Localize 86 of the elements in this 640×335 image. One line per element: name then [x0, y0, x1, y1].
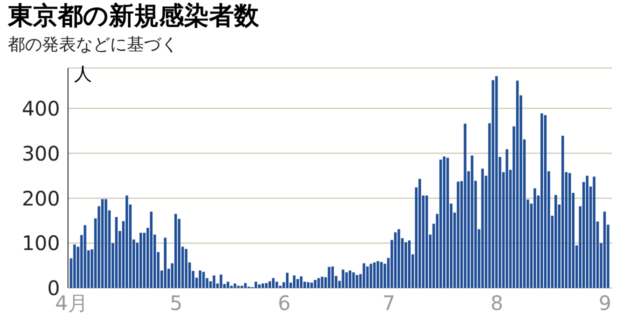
bar	[408, 240, 411, 288]
bar	[184, 248, 188, 288]
x-tick-label: 9	[598, 291, 612, 316]
bar	[356, 274, 358, 288]
bar	[317, 278, 320, 288]
bar	[268, 281, 272, 288]
bar	[212, 275, 216, 288]
bar	[418, 178, 422, 288]
bar	[404, 242, 408, 288]
bar	[442, 156, 446, 288]
bar	[220, 274, 222, 288]
bar	[470, 156, 474, 288]
bar	[306, 282, 310, 288]
bar	[73, 244, 76, 288]
bar	[226, 282, 230, 288]
bar	[554, 195, 558, 288]
bar	[495, 76, 498, 288]
bar	[328, 266, 330, 288]
bar	[292, 275, 296, 288]
bar	[373, 262, 376, 288]
bar	[139, 232, 142, 288]
bar	[275, 282, 278, 288]
x-tick-label: 6	[278, 291, 291, 316]
bar	[272, 278, 275, 288]
bar	[234, 284, 236, 288]
bar	[174, 214, 177, 288]
bar	[603, 212, 606, 288]
bar	[352, 272, 355, 288]
bar	[265, 283, 268, 288]
bar	[516, 80, 519, 288]
bar	[376, 261, 380, 288]
y-tick-label: 400	[22, 96, 60, 121]
bar	[592, 176, 596, 288]
bar	[370, 264, 372, 288]
chart-subtitle: 都の発表などに基づく	[8, 34, 179, 56]
bar	[296, 279, 300, 288]
bar	[198, 270, 202, 288]
bar	[331, 266, 334, 288]
bar	[534, 188, 536, 288]
bar	[101, 199, 104, 288]
bar	[310, 282, 313, 288]
bar	[366, 266, 369, 288]
bar	[446, 158, 449, 288]
bar	[314, 280, 316, 288]
bar	[492, 80, 494, 288]
bar	[244, 283, 247, 288]
bar	[286, 272, 289, 288]
bar	[150, 212, 153, 288]
y-tick-label: 200	[22, 186, 60, 210]
bar	[506, 149, 508, 288]
bar	[464, 124, 466, 288]
bar	[456, 182, 460, 288]
bar	[540, 113, 544, 288]
bar	[544, 115, 547, 288]
bar	[300, 276, 302, 288]
bar	[84, 225, 86, 288]
y-tick-label: 0	[47, 276, 60, 300]
bar	[425, 196, 428, 288]
y-axis-title: 人	[74, 63, 92, 86]
bar	[362, 263, 366, 288]
bar	[254, 282, 258, 288]
bar	[104, 199, 108, 288]
y-tick-label: 100	[22, 231, 60, 256]
x-tick-label: 7	[382, 291, 396, 316]
x-tick-label: 8	[490, 291, 504, 316]
bar	[398, 229, 400, 288]
bar	[262, 284, 264, 288]
bar	[380, 262, 383, 288]
bar	[348, 270, 352, 288]
bar	[126, 196, 128, 288]
bar	[439, 160, 442, 288]
bar	[561, 136, 564, 288]
bar	[164, 238, 166, 288]
bar	[258, 284, 261, 288]
bar	[342, 270, 344, 288]
bar	[586, 176, 588, 288]
chart-title: 東京都の新規感染者数	[8, 1, 260, 30]
y-tick-label: 300	[22, 141, 60, 166]
bar	[320, 276, 324, 288]
bar	[394, 232, 397, 288]
x-tick-label: 5	[170, 291, 182, 316]
bar	[115, 217, 118, 288]
bar	[481, 168, 484, 288]
bar	[345, 272, 348, 288]
bar	[202, 272, 205, 288]
bar	[568, 173, 572, 288]
